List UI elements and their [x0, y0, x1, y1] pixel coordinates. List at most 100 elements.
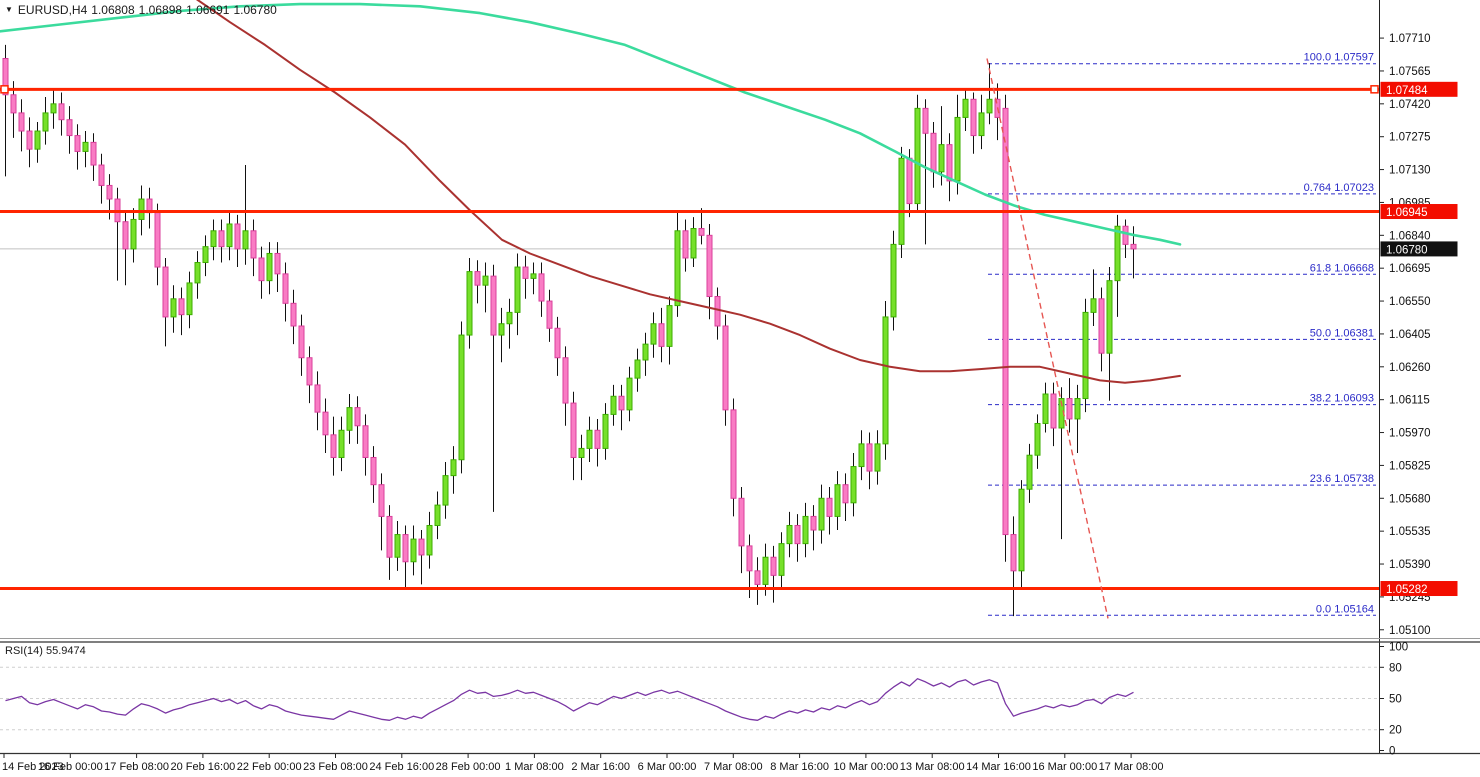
rsi-tick-label: 0 — [1389, 746, 1395, 758]
bear-candle — [714, 296, 721, 327]
symbol-dropdown-icon[interactable]: ▼ — [5, 5, 13, 14]
bear-candle — [698, 228, 705, 236]
bear-candle — [162, 266, 169, 318]
ohlc-high: 1.06898 — [138, 3, 183, 17]
bear-candle — [250, 230, 257, 259]
bear-candle — [546, 300, 553, 329]
bull-candle — [802, 515, 809, 545]
bear-candle — [866, 443, 873, 472]
bear-candle — [1066, 398, 1073, 420]
bull-candle — [426, 524, 433, 556]
price-axis: 1.07710 1.07565 1.07420 1.07275 1.07130 1.069… — [1379, 0, 1431, 753]
bear-candle — [258, 257, 265, 282]
price-tick-label: 1.05390 — [1389, 559, 1431, 571]
hline-price-badge: 1.06945 — [1380, 204, 1458, 220]
bear-candle — [18, 112, 25, 132]
time-tick-label: 22 Feb 00:00 — [237, 761, 302, 773]
hline-anchor-right — [1370, 85, 1379, 94]
bull-candle — [690, 228, 697, 259]
rsi-indicator-label: RSI(14) 55.9474 — [5, 645, 86, 657]
ma-slow-darkred-line[interactable] — [196, 0, 1181, 384]
bull-candle — [666, 305, 673, 347]
price-tick-label: 1.06405 — [1389, 329, 1431, 341]
bull-candle — [394, 534, 401, 558]
bull-candle — [1082, 311, 1089, 400]
bull-candle — [130, 218, 137, 250]
bull-candle — [514, 266, 521, 313]
bear-candle — [330, 434, 337, 458]
bear-candle — [770, 556, 777, 576]
time-tick-label: 17 Feb 08:00 — [104, 761, 169, 773]
fibonacci-retracement[interactable]: 100.0 1.07597 0.764 1.07023 61.8 1.06668 50… — [988, 52, 1376, 616]
rsi-tick-label: 50 — [1389, 694, 1402, 706]
bear-candle — [106, 184, 113, 200]
bull-candle — [346, 407, 353, 431]
ma-fast-teal-line[interactable] — [0, 2, 1182, 246]
bull-candle — [42, 112, 49, 132]
price-tick-label: 1.05970 — [1389, 428, 1431, 440]
time-tick-label: 28 Feb 00:00 — [436, 761, 501, 773]
bear-candle — [754, 570, 761, 585]
bull-candle — [962, 98, 969, 118]
rsi-scale: 100 80 50 20 0 — [0, 642, 1408, 758]
current-price-badge: 1.06780 — [1380, 241, 1458, 257]
bear-candle — [594, 429, 601, 449]
symbol-timeframe-label: EURUSD,H4 — [17, 3, 88, 17]
price-tick-label: 1.05825 — [1389, 460, 1431, 472]
price-tick-label: 1.07130 — [1389, 165, 1431, 177]
price-tick-label: 1.06840 — [1389, 230, 1431, 242]
svg-text:23.6 1.05738: 23.6 1.05738 — [1310, 473, 1374, 485]
bear-candle — [922, 107, 929, 134]
bull-candle — [442, 475, 449, 506]
bear-candle — [10, 94, 17, 114]
bear-candle — [74, 135, 81, 152]
bull-candle — [610, 395, 617, 415]
bear-candle — [2, 57, 9, 96]
bear-candle — [26, 130, 33, 150]
price-tick-label: 1.05680 — [1389, 493, 1431, 505]
svg-text:38.2 1.06093: 38.2 1.06093 — [1310, 393, 1374, 405]
time-tick-label: 16 Mar 00:00 — [1032, 761, 1097, 773]
bull-candle — [242, 230, 249, 250]
ohlc-close: 1.06780 — [233, 3, 277, 17]
bull-candle — [138, 198, 145, 220]
bull-candle — [458, 334, 465, 461]
descending-trendline[interactable] — [986, 58, 1109, 619]
bear-candle — [946, 144, 953, 182]
bull-candle — [818, 497, 825, 531]
svg-text:1.06780: 1.06780 — [1386, 244, 1428, 256]
bear-candle — [490, 275, 497, 336]
bear-candle — [322, 411, 329, 436]
bear-candle — [418, 538, 425, 556]
bull-candle — [50, 103, 57, 114]
bull-candle — [170, 298, 177, 318]
time-tick-label: 1 Mar 08:00 — [505, 761, 564, 773]
bull-candle — [506, 311, 513, 325]
bear-candle — [682, 230, 689, 259]
candles[interactable] — [2, 44, 1137, 617]
bear-candle — [154, 212, 161, 268]
bear-candle — [658, 323, 665, 347]
svg-text:0.0 1.05164: 0.0 1.05164 — [1316, 603, 1374, 615]
bull-candle — [986, 98, 993, 114]
bear-candle — [218, 230, 225, 248]
bull-candle — [586, 429, 593, 449]
hline-price-badge: 1.05282 — [1380, 581, 1458, 597]
bull-candle — [650, 323, 657, 345]
svg-text:1.05282: 1.05282 — [1386, 584, 1428, 596]
price-tick-label: 1.05100 — [1389, 625, 1431, 637]
bull-candle — [226, 223, 233, 248]
bull-candle — [338, 429, 345, 458]
bull-candle — [602, 413, 609, 449]
bear-candle — [522, 266, 529, 279]
bull-candle — [434, 504, 441, 526]
horizontal-lines[interactable] — [0, 85, 1379, 591]
rsi-line — [5, 678, 1134, 721]
hline-price-badge: 1.07484 — [1380, 81, 1458, 97]
bull-candle — [1042, 393, 1049, 424]
bear-candle — [722, 325, 729, 411]
time-tick-label: 23 Feb 08:00 — [303, 761, 368, 773]
